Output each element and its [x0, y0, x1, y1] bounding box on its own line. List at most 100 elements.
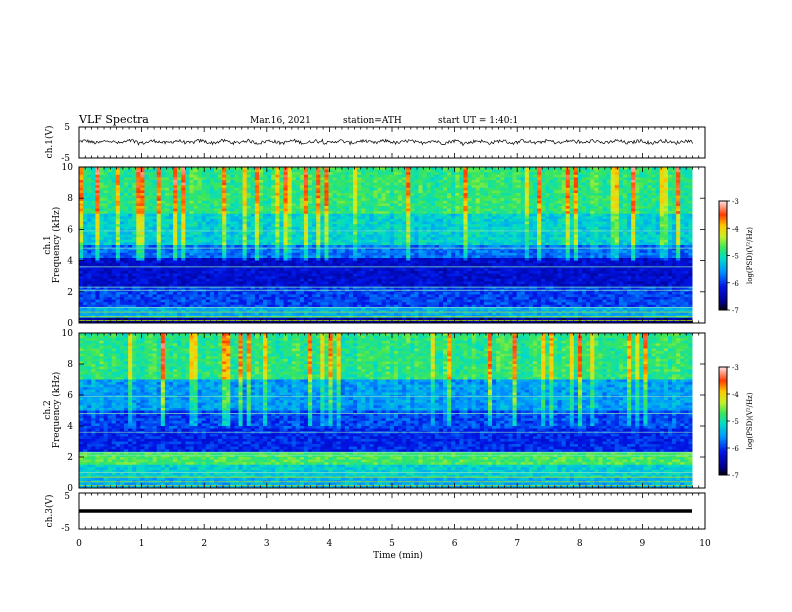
- spectrogram-cell: [565, 219, 571, 222]
- spectrogram-cell: [148, 237, 154, 241]
- spectrogram-cell: [508, 203, 513, 207]
- spectrogram-cell: [680, 234, 685, 238]
- spectrogram-cell: [426, 242, 432, 246]
- spectrogram-cell: [99, 226, 104, 230]
- spectrogram-cell: [123, 216, 129, 220]
- spectrogram-cell: [79, 169, 84, 173]
- spectrogram-cell: [426, 206, 432, 209]
- spectrogram-cell: [508, 177, 513, 181]
- spectrogram-cell: [144, 195, 149, 199]
- spectrogram-cell: [672, 239, 677, 243]
- spectrogram-cell: [667, 190, 673, 194]
- spectrogram-cell: [332, 219, 338, 222]
- spectrogram-cell: [230, 221, 235, 225]
- spectrogram-cell: [299, 232, 305, 235]
- spectrogram-cell: [467, 221, 473, 225]
- spectrogram-cell: [479, 250, 485, 254]
- spectrogram-cell: [627, 247, 632, 251]
- spectrogram-cell: [549, 213, 554, 217]
- spectrogram-cell: [606, 206, 612, 209]
- spectrogram-cell: [197, 252, 203, 256]
- spectrogram-cell: [340, 239, 346, 243]
- spectrogram-cell: [230, 211, 235, 215]
- spectrogram-cell: [577, 193, 583, 196]
- spectrogram-cell: [512, 198, 518, 202]
- spectrogram-cell: [684, 193, 689, 196]
- spectrogram-cell: [328, 177, 333, 181]
- spectrogram-cell: [631, 245, 636, 248]
- spectrogram-cell: [655, 247, 661, 251]
- spectrogram-cell: [471, 203, 477, 207]
- spectrogram-cell: [569, 239, 575, 243]
- spectrogram-cell: [312, 221, 317, 225]
- spectrogram-cell: [373, 213, 378, 217]
- spectrogram-cell: [91, 177, 96, 181]
- spectrogram-cell: [410, 185, 415, 189]
- spectrogram-cell: [643, 169, 648, 173]
- spectrogram-cell: [258, 187, 264, 191]
- spectrogram-cell: [291, 234, 297, 238]
- spectrogram-cell: [201, 216, 207, 220]
- spectrogram-cell: [316, 226, 321, 230]
- spectrogram-cell: [308, 177, 313, 181]
- spectrogram-cell: [676, 232, 681, 235]
- spectrogram-cell: [398, 216, 403, 220]
- spectrogram-cell: [512, 216, 518, 220]
- spectrogram-cell: [410, 237, 415, 241]
- spectrogram-cell: [659, 239, 665, 243]
- spectrogram-cell: [148, 180, 154, 183]
- spectrogram-cell: [189, 234, 194, 238]
- spectrogram-cell: [655, 203, 661, 207]
- spectrogram-cell: [545, 203, 550, 207]
- spectrogram-cell: [340, 185, 346, 189]
- spectrogram-cell: [627, 195, 632, 199]
- spectrogram-cell: [205, 224, 211, 228]
- spectrogram-cell: [160, 180, 166, 183]
- spectrogram-cell: [103, 187, 109, 191]
- spectrogram-cell: [295, 190, 301, 194]
- spectrogram-cell: [606, 195, 612, 199]
- spectrogram-cell: [569, 211, 575, 215]
- spectrogram-cell: [222, 226, 227, 230]
- spectrogram-cell: [177, 200, 182, 204]
- spectrogram-cell: [569, 213, 575, 217]
- spectrogram-cell: [512, 182, 518, 186]
- spectrogram-cell: [500, 232, 505, 235]
- spectrogram-cell: [663, 198, 669, 202]
- spectrogram-cell: [557, 237, 562, 241]
- spectrogram-cell: [443, 206, 448, 209]
- spectrogram-cell: [651, 213, 657, 217]
- spectrogram-cell: [434, 177, 440, 181]
- spectrogram-cell: [577, 206, 583, 209]
- spectrogram-cell: [377, 198, 383, 202]
- spectrogram-cell: [389, 226, 395, 230]
- spectrogram-cell: [230, 247, 235, 251]
- spectrogram-cell: [222, 237, 227, 241]
- spectrogram-cell: [308, 190, 313, 194]
- spectrogram-cell: [463, 211, 468, 215]
- spectrogram-cell: [426, 208, 432, 212]
- spectrogram-cell: [622, 203, 628, 207]
- spectrogram-cell: [226, 206, 231, 209]
- spectrogram-cell: [402, 177, 407, 181]
- spectrogram-cell: [287, 226, 293, 230]
- spectrogram-cell: [348, 200, 354, 204]
- spectrogram-cell: [303, 221, 309, 225]
- spectrogram-cell: [512, 208, 518, 212]
- spectrogram-cell: [287, 195, 293, 199]
- spectrogram-cell: [189, 190, 194, 194]
- spectrogram-cell: [238, 198, 243, 202]
- spectrogram-cell: [569, 203, 575, 207]
- spectrogram-cell: [414, 226, 419, 230]
- spectrogram-cell: [545, 234, 550, 238]
- spectrogram-cell: [369, 190, 374, 194]
- spectrogram-cell: [193, 242, 199, 246]
- spectrogram-cell: [189, 239, 194, 243]
- spectrogram-cell: [283, 245, 288, 248]
- spectrogram-cell: [353, 185, 358, 189]
- spectrogram-cell: [627, 167, 632, 170]
- spectrogram-cell: [643, 198, 648, 202]
- spectrogram-cell: [111, 180, 117, 183]
- spectrogram-cell: [91, 247, 96, 251]
